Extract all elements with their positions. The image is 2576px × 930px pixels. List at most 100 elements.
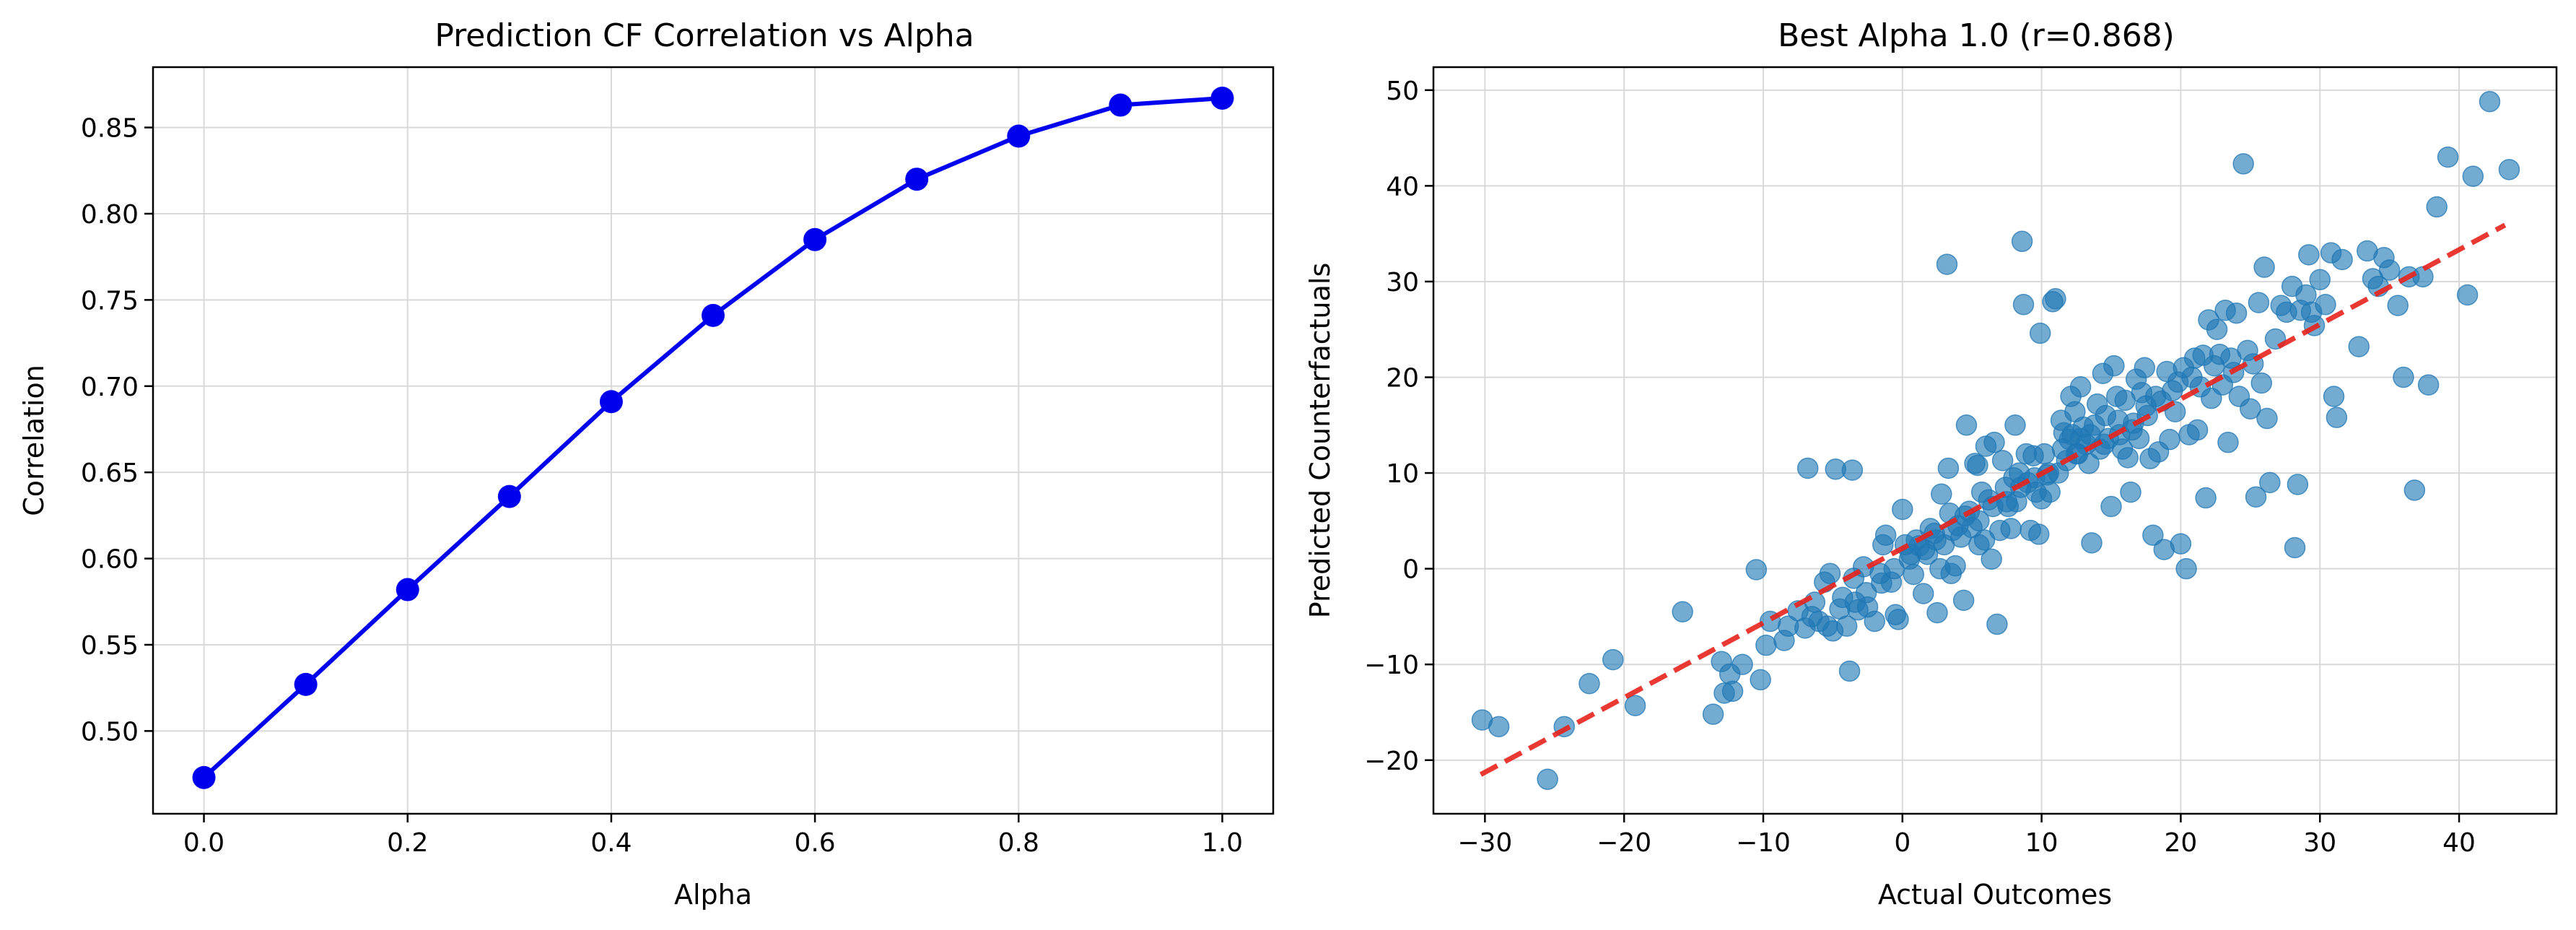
scatter-point [2135,395,2157,417]
left-chart-title: Prediction CF Correlation vs Alpha [435,17,974,54]
left-plot-area [192,86,1234,789]
left-y-axis-label: Correlation [18,365,50,516]
left-x-tick-label: 0.8 [998,828,1039,858]
scatter-point [2348,336,2370,357]
scatter-point [1982,495,2004,518]
scatter-point [1991,450,2014,471]
scatter-point [1937,457,1960,479]
scatter-point [1672,601,1693,623]
scatter-point [1944,555,1966,577]
scatter-point [2011,230,2033,253]
right-y-tick-label: 20 [1386,364,1419,394]
left-y-tick-label: 0.70 [81,373,139,402]
right-y-tick-label: 50 [1386,77,1419,106]
left-ticks: 0.0 0.2 0.4 0.6 0.8 1.0 0.50 0.55 0.60 0.65 0.70 0.… [81,114,1243,858]
left-x-tick-label: 1.0 [1202,828,1243,858]
data-point [803,227,827,251]
left-x-tick-label: 0.2 [387,828,428,858]
scatter-point [1841,459,1864,481]
data-point [1007,124,1031,148]
scatter-point [2253,256,2275,278]
right-x-tick-label: 40 [2442,828,2476,858]
scatter-point [2225,302,2248,324]
scatter-point [2248,292,2270,313]
scatter-point [2232,153,2254,175]
scatter-point [1838,660,1861,682]
scatter-point [1926,601,1948,624]
scatter-point [2387,295,2409,316]
right-axes-frame [1432,66,2558,815]
scatter-point [1874,524,1897,546]
scatter-point [1912,583,1934,604]
scatter-point [2378,259,2401,281]
scatter-point [1983,431,2005,453]
scatter-point [2462,165,2484,187]
scatter-point [2029,322,2051,344]
left-y-tick-label: 0.75 [81,286,139,316]
scatter-point [1844,591,1866,613]
left-x-tick-label: 0.6 [794,828,835,858]
scatter-point [2256,407,2278,430]
scatter-point [1892,498,1913,521]
right-chart: Best Alpha 1.0 (r=0.868) −30 −20 −10 0 10 20 3… [1304,17,2558,911]
left-x-tick-label: 0.0 [183,828,224,858]
data-point [1109,93,1132,117]
scatter-point [1579,672,1600,695]
scatter-point [2240,398,2261,420]
scatter-point [2142,524,2164,546]
left-chart: Prediction CF Correlation vs Alpha 0.0 0.… [18,17,1275,911]
scatter-point [2170,533,2192,555]
right-x-tick-label: 20 [2164,828,2197,858]
scatter-point [2250,372,2272,394]
scatter-point [2217,431,2239,453]
scatter-point [2403,479,2426,501]
scatter-point [2103,355,2125,377]
scatter-point [1804,591,1826,613]
scatter-point [1887,609,1909,630]
scatter-point [2134,357,2156,379]
scatter-point [1624,695,1646,716]
scatter-point [2245,486,2267,508]
scatter-point [1602,648,1624,671]
scatter-point [2437,146,2459,168]
left-axes-frame [152,66,1275,815]
scatter-point [1967,454,1988,477]
scatter-point [1796,457,1819,479]
scatter-point [2412,266,2434,288]
scatter-point [2045,288,2066,310]
right-y-tick-label: 10 [1386,459,1419,489]
fit-line [1479,222,2507,777]
left-y-tick-label: 0.65 [81,459,139,488]
scatter-point [2027,523,2050,545]
scatter-point [2498,159,2520,181]
right-x-tick-label: −20 [1597,828,1651,858]
data-point [905,168,929,191]
scatter-point [2039,481,2061,503]
scatter-point [2287,474,2309,495]
scatter-point [2456,284,2479,306]
scatter-point [1537,768,1558,791]
right-ticks: −30 −20 −10 0 10 20 30 40 −20 −10 0 10 20 30 40 50 [1364,77,2476,858]
scatter-point [1936,253,1958,275]
scatter-point [2069,427,2092,450]
scatter-point [1488,716,1510,738]
data-point [497,484,521,508]
scatter-point [2479,90,2501,113]
scatter-point [2100,495,2122,518]
scatter-point [1745,559,1768,581]
scatter-point [2323,386,2345,407]
scatter-point [1981,548,2002,570]
right-y-tick-label: 0 [1402,555,1419,585]
right-y-tick-label: −20 [1364,747,1419,776]
scatter-point [2120,481,2141,503]
right-y-tick-label: −10 [1364,651,1419,680]
scatter-point [1713,682,1735,704]
scatter-point [2315,294,2336,316]
scatter-point [2069,376,2092,398]
scatter-point [2298,244,2320,266]
scatter-point [1773,630,1795,651]
right-x-tick-label: 30 [2303,828,2336,858]
data-point [294,672,318,696]
scatter-point [2426,196,2448,218]
scatter-point [1955,414,1978,436]
